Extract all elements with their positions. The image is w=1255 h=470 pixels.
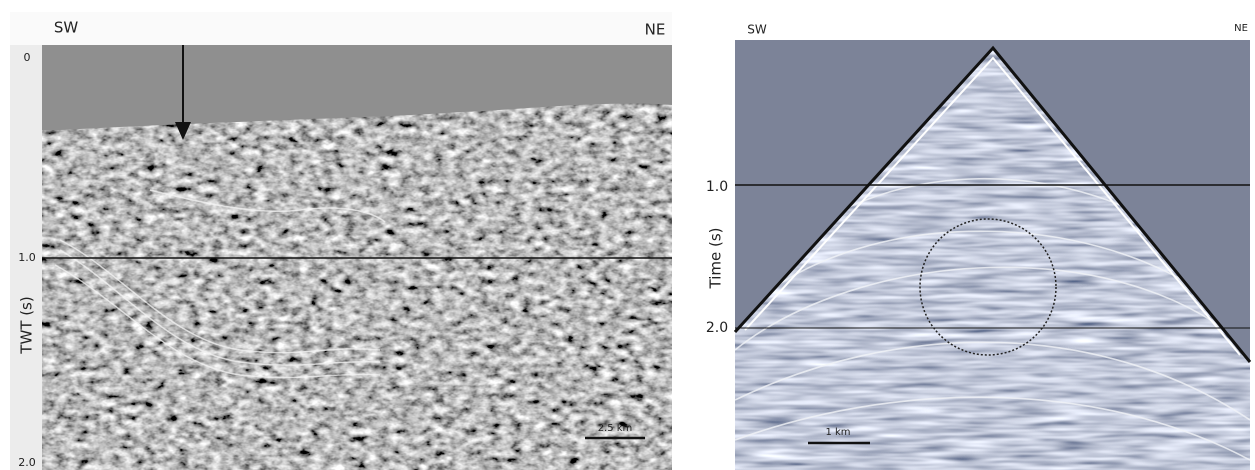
anomaly-circle <box>919 218 1057 356</box>
direction-label: NE <box>645 21 666 39</box>
scale-bar-label: 2.5 km <box>598 423 633 434</box>
scale-bar-label: 1 km <box>825 427 850 438</box>
y-axis-label: TWT (s) <box>18 296 36 354</box>
y-tick-label: 2.0 <box>18 456 36 469</box>
direction-label: SW <box>747 23 767 37</box>
direction-label: NE <box>1234 23 1248 34</box>
y-tick-label: 1.0 <box>18 251 36 264</box>
y-tick-label: 1.0 <box>706 179 728 195</box>
water-column <box>42 45 672 130</box>
triangle-edge-inner <box>744 56 1241 356</box>
y-axis-label: Time (s) <box>707 228 725 290</box>
y-tick-label: 0 <box>24 51 31 64</box>
arrow-head <box>175 122 191 140</box>
triangle-edge <box>733 45 1252 363</box>
y-tick-label: 2.0 <box>706 320 728 336</box>
axis-strip <box>10 45 42 470</box>
header-strip <box>10 12 672 45</box>
direction-label: SW <box>54 19 79 37</box>
reflectors <box>54 189 386 379</box>
